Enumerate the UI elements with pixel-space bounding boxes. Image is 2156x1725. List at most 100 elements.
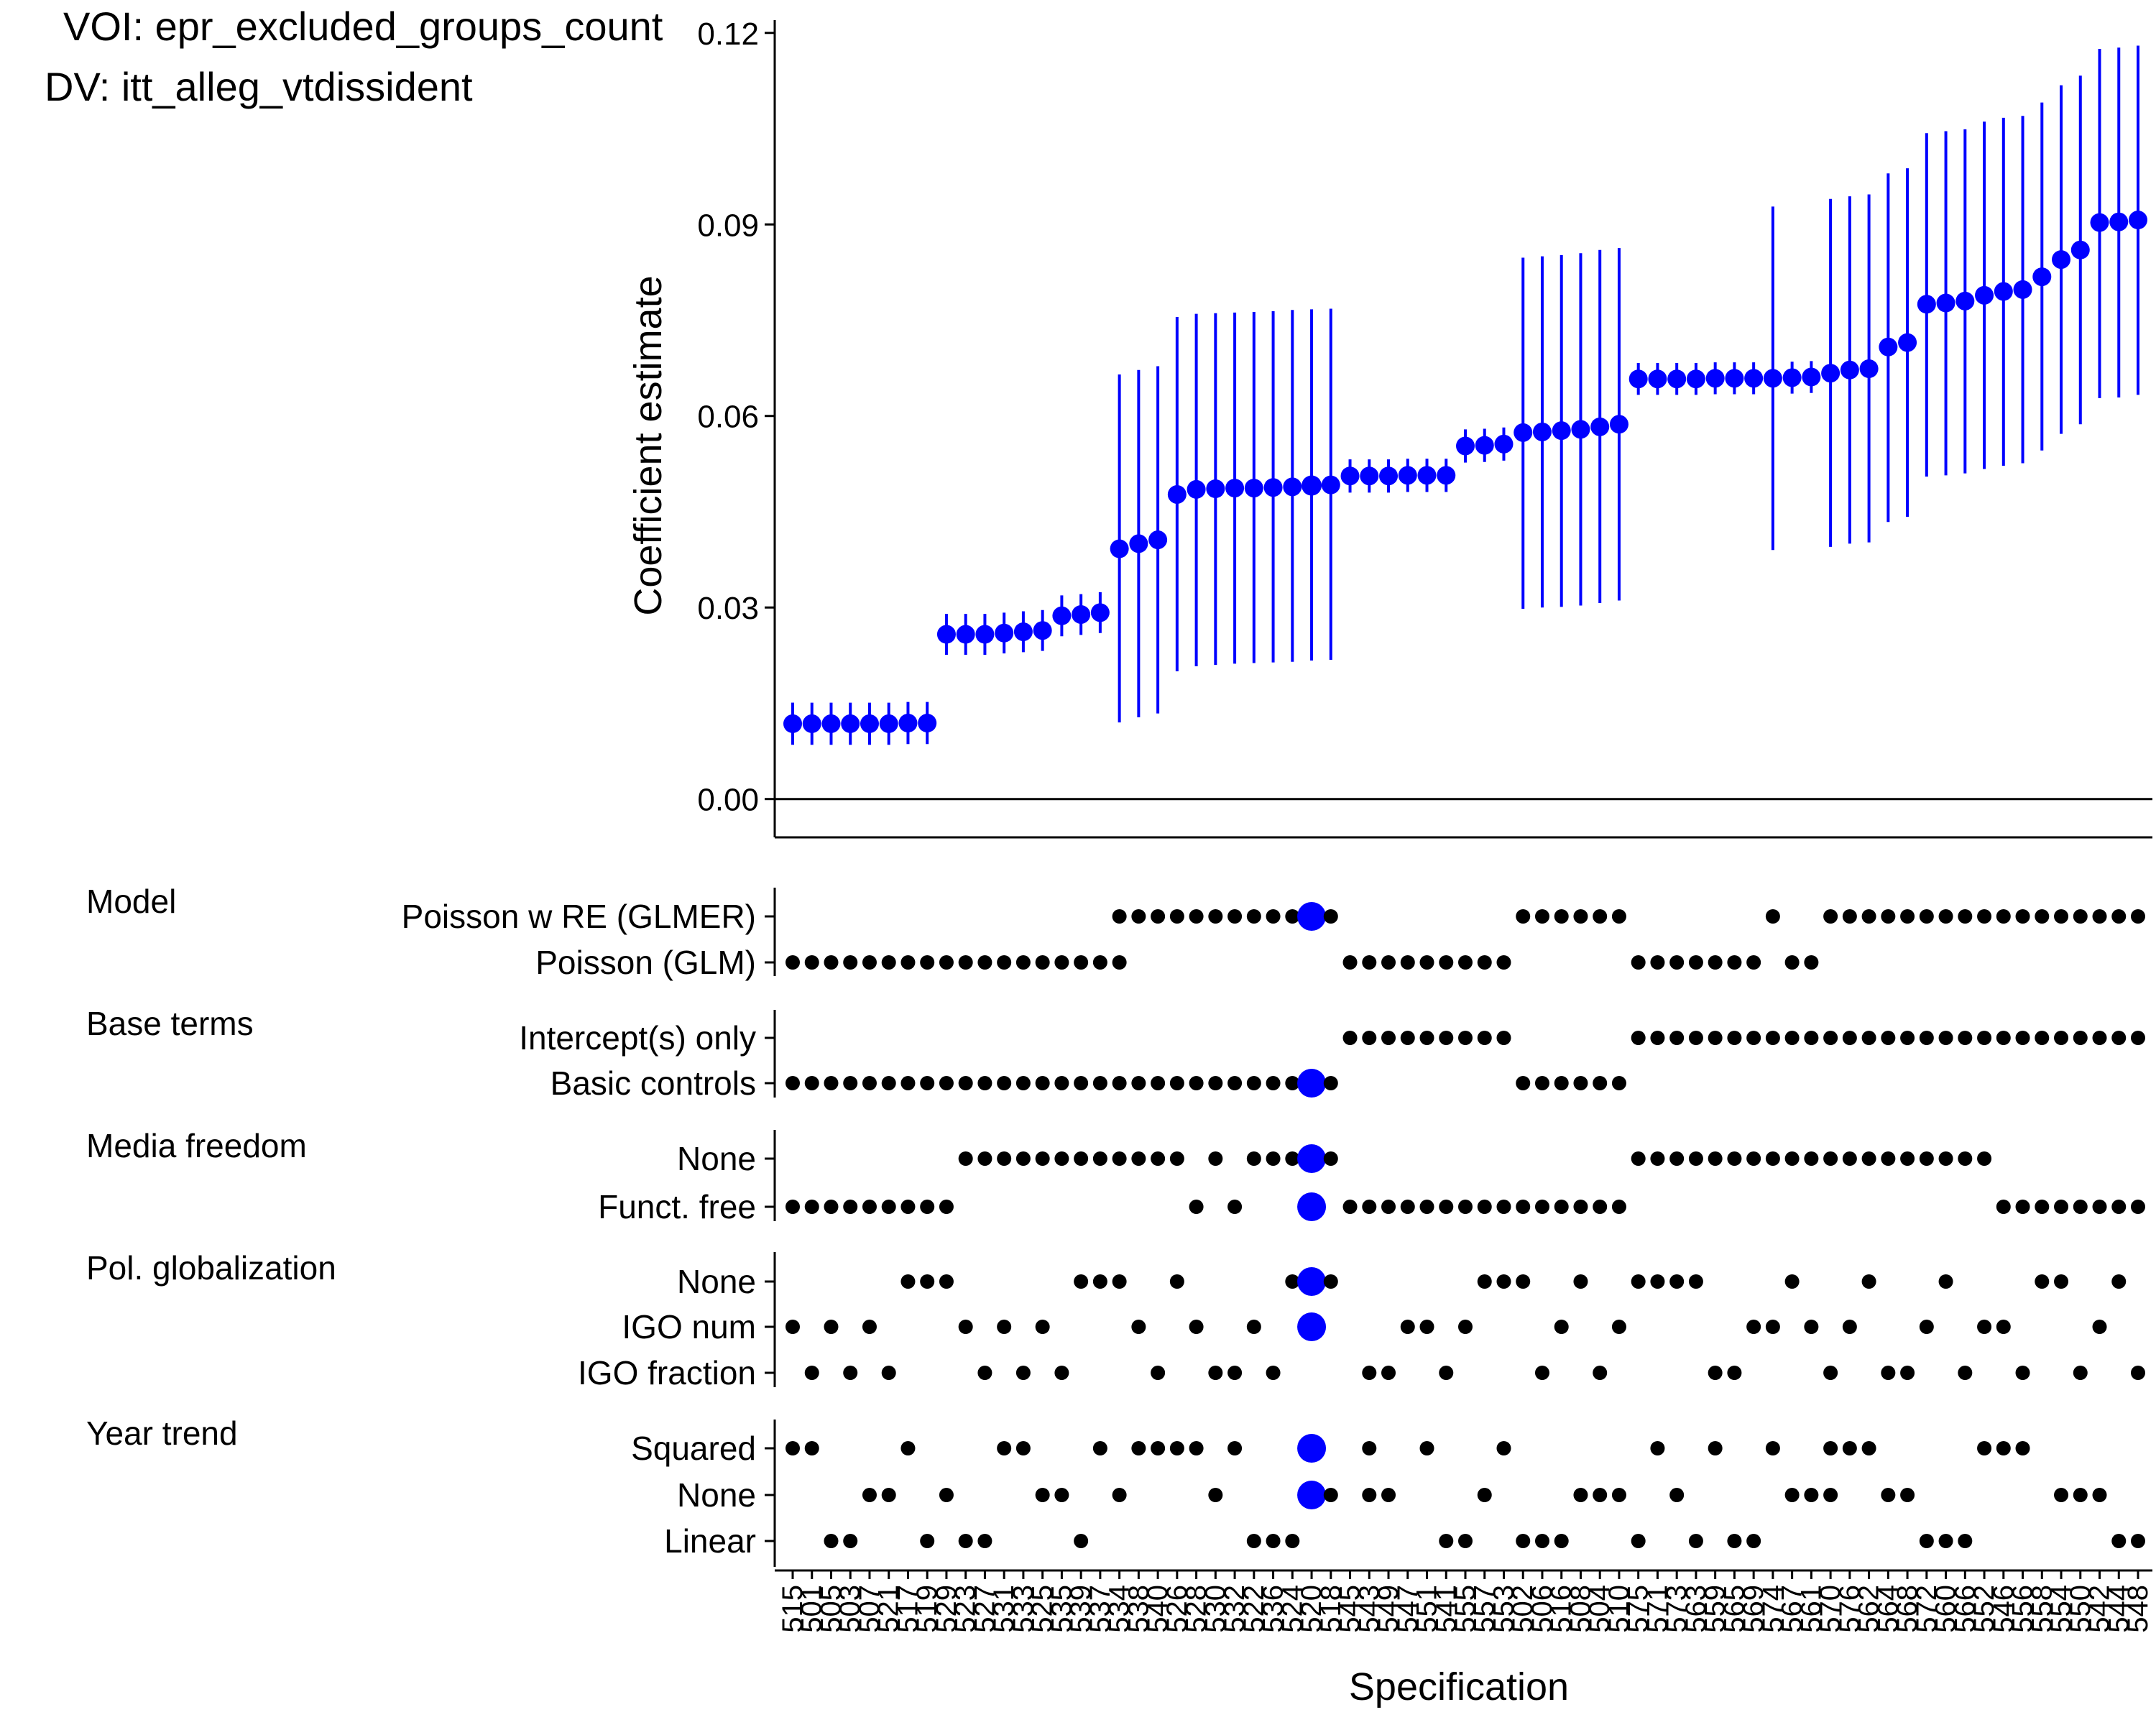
- spec-indicator-dot: [2015, 1031, 2030, 1045]
- spec-tick-label: 564: [1872, 1585, 1904, 1633]
- spec-tick-label: 519: [911, 1585, 943, 1633]
- spec-tick-label: 549: [1373, 1585, 1404, 1633]
- spec-indicator-dot: [2092, 1488, 2107, 1502]
- spec-indicator-dot: [1400, 1200, 1415, 1214]
- level-label: Intercept(s) only: [519, 1019, 756, 1057]
- spec-tick-label: 555: [1450, 1585, 1481, 1633]
- coefficient-point: [802, 714, 821, 733]
- level-label: None: [677, 1263, 756, 1300]
- spec-tick-label: 516: [1546, 1585, 1577, 1633]
- spec-indicator-dot: [958, 1076, 973, 1090]
- spec-indicator-dot: [977, 1076, 992, 1090]
- spec-indicator-dot: [2035, 1031, 2050, 1045]
- spec-indicator-dot: [1151, 1151, 1166, 1166]
- y-tick-label: 0.03: [697, 591, 759, 626]
- spec-indicator-dot: [1362, 955, 1377, 970]
- spec-indicator-dot: [1861, 909, 1876, 924]
- coefficient-point: [2052, 250, 2071, 270]
- spec-tick-label: 507: [854, 1585, 885, 1633]
- highlighted-spec-dot: [1297, 1144, 1327, 1173]
- spec-indicator-dot: [1804, 1488, 1819, 1502]
- spec-indicator-dot: [1169, 1441, 1184, 1455]
- spec-indicator-dot: [1458, 1200, 1473, 1214]
- spec-indicator-dot: [1381, 1366, 1396, 1380]
- spec-indicator-dot: [1669, 955, 1685, 970]
- spec-indicator-dot: [1534, 909, 1549, 924]
- spec-tick-label: 552: [1968, 1585, 2000, 1633]
- spec-indicator-dot: [1534, 1200, 1549, 1214]
- spec-indicator-dot: [1362, 1366, 1377, 1380]
- level-label: Poisson (GLM): [535, 944, 756, 981]
- spec-indicator-dot: [1092, 1274, 1107, 1289]
- coefficient-point: [1609, 415, 1628, 434]
- spec-indicator-dot: [1458, 1534, 1473, 1548]
- coefficient-point: [1725, 369, 1744, 388]
- spec-indicator-dot: [1362, 1441, 1377, 1455]
- spec-indicator-dot: [1189, 1200, 1204, 1214]
- spec-tick-label: 522: [1238, 1585, 1270, 1633]
- spec-indicator-dot: [1611, 1200, 1626, 1214]
- spec-indicator-dot: [824, 1076, 839, 1090]
- spec-indicator-dot: [1996, 909, 2011, 924]
- spec-indicator-dot: [1765, 1151, 1780, 1166]
- spec-tick-label: 565: [1718, 1585, 1750, 1633]
- spec-indicator-dot: [1035, 1320, 1050, 1334]
- spec-indicator-dot: [1842, 909, 1857, 924]
- spec-indicator-dot: [1784, 1031, 1800, 1045]
- spec-indicator-dot: [1958, 1031, 1973, 1045]
- spec-indicator-dot: [1534, 1076, 1549, 1090]
- spec-indicator-dot: [881, 1366, 896, 1380]
- spec-indicator-dot: [2111, 1200, 2127, 1214]
- spec-indicator-dot: [1919, 909, 1934, 924]
- spec-indicator-dot: [2073, 1366, 2088, 1380]
- coefficient-point: [1263, 478, 1283, 497]
- spec-indicator-dot: [1266, 909, 1281, 924]
- spec-tick-label: 556: [2007, 1585, 2039, 1633]
- spec-indicator-dot: [1015, 1441, 1031, 1455]
- spec-indicator-dot: [1419, 1200, 1434, 1214]
- spec-tick-label: 540: [1142, 1585, 1174, 1633]
- coefficient-point: [1955, 291, 1975, 310]
- spec-indicator-dot: [881, 955, 896, 970]
- spec-indicator-dot: [786, 1076, 800, 1090]
- spec-indicator-dot: [1669, 1031, 1685, 1045]
- spec-indicator-dot: [843, 1534, 858, 1548]
- spec-indicator-dot: [1746, 1031, 1761, 1045]
- spec-indicator-dot: [1823, 1488, 1838, 1502]
- spec-indicator-dot: [1669, 1488, 1685, 1502]
- spec-indicator-dot: [900, 1200, 916, 1214]
- coefficient-point: [879, 714, 898, 733]
- spec-indicator-dot: [1784, 1274, 1800, 1289]
- spec-indicator-dot: [2015, 1200, 2030, 1214]
- spec-indicator-dot: [1323, 1151, 1338, 1166]
- spec-tick-label: 550: [2065, 1585, 2096, 1633]
- spec-indicator-dot: [1054, 955, 1069, 970]
- spec-indicator-dot: [1381, 1200, 1396, 1214]
- spec-indicator-dot: [1900, 909, 1915, 924]
- spec-indicator-dot: [1015, 1366, 1031, 1380]
- spec-indicator-dot: [1554, 1534, 1569, 1548]
- spec-indicator-dot: [1938, 909, 1953, 924]
- spec-indicator-dot: [804, 1366, 819, 1380]
- spec-indicator-dot: [1362, 1031, 1377, 1045]
- spec-indicator-dot: [1092, 1441, 1107, 1455]
- coefficient-point: [1033, 621, 1052, 640]
- spec-indicator-dot: [1593, 1488, 1608, 1502]
- spec-indicator-dot: [1285, 1076, 1300, 1090]
- spec-tick-label: 544: [2103, 1585, 2134, 1633]
- spec-indicator-dot: [1688, 1274, 1703, 1289]
- coefficient-point: [1206, 479, 1225, 498]
- spec-indicator-dot: [1996, 1200, 2011, 1214]
- spec-indicator-dot: [1458, 1031, 1473, 1045]
- spec-indicator-dot: [1611, 1320, 1626, 1334]
- level-label: Squared: [631, 1430, 756, 1467]
- spec-indicator-dot: [1458, 955, 1473, 970]
- coefficient-point: [1821, 364, 1841, 383]
- spec-indicator-dot: [843, 1200, 858, 1214]
- spec-tick-label: 566: [1949, 1585, 1981, 1633]
- spec-indicator-dot: [1151, 909, 1166, 924]
- spec-tick-label: 526: [1161, 1585, 1193, 1633]
- spec-tick-label: 551: [1411, 1585, 1443, 1633]
- spec-indicator-dot: [1631, 1031, 1646, 1045]
- spec-indicator-dot: [1496, 1031, 1511, 1045]
